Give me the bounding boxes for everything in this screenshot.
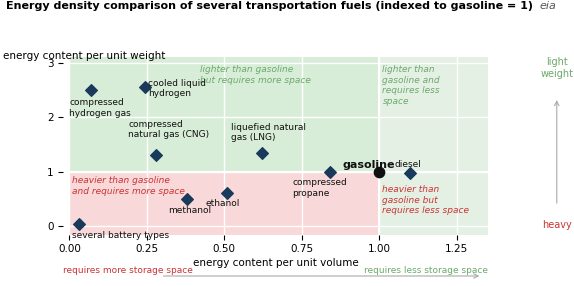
Point bbox=[74, 222, 83, 227]
Text: energy content per unit weight: energy content per unit weight bbox=[3, 51, 165, 61]
Point bbox=[257, 150, 266, 155]
Point bbox=[141, 85, 150, 90]
Text: several battery types: several battery types bbox=[72, 231, 169, 240]
Point bbox=[183, 197, 192, 201]
Text: lighter than gasoline
but requires more space: lighter than gasoline but requires more … bbox=[200, 65, 311, 85]
Text: light
weight: light weight bbox=[540, 57, 573, 79]
Text: compressed
propane: compressed propane bbox=[293, 178, 347, 198]
Text: Energy density comparison of several transportation fuels (indexed to gasoline =: Energy density comparison of several tra… bbox=[6, 1, 533, 11]
Text: requires more storage space: requires more storage space bbox=[63, 266, 193, 275]
Text: requires less storage space: requires less storage space bbox=[364, 266, 488, 275]
Text: compressed
natural gas (CNG): compressed natural gas (CNG) bbox=[128, 120, 210, 139]
Text: lighter than
gasoline and
requires less
space: lighter than gasoline and requires less … bbox=[382, 65, 440, 106]
Text: heavy: heavy bbox=[542, 220, 572, 230]
Bar bbox=[379, 57, 488, 172]
Text: ethanol: ethanol bbox=[205, 199, 240, 208]
Text: heavier than
gasoline but
requires less space: heavier than gasoline but requires less … bbox=[382, 185, 470, 215]
Text: compressed
hydrogen gas: compressed hydrogen gas bbox=[69, 98, 131, 118]
X-axis label: energy content per unit volume: energy content per unit volume bbox=[193, 259, 358, 268]
Text: eia: eia bbox=[540, 1, 557, 11]
Bar bbox=[69, 57, 379, 172]
Point bbox=[87, 88, 96, 92]
Text: methanol: methanol bbox=[169, 206, 212, 214]
Bar bbox=[69, 172, 379, 235]
Point bbox=[325, 170, 335, 174]
Point bbox=[152, 153, 161, 158]
Text: gasoline: gasoline bbox=[342, 160, 395, 170]
Point bbox=[375, 170, 384, 174]
Text: liquefied natural
gas (LNG): liquefied natural gas (LNG) bbox=[231, 123, 305, 142]
Point bbox=[406, 171, 415, 176]
Bar bbox=[379, 172, 488, 235]
Text: cooled liquid
hydrogen: cooled liquid hydrogen bbox=[149, 79, 207, 98]
Text: diesel: diesel bbox=[395, 160, 422, 169]
Text: heavier than gasoline
and requires more space: heavier than gasoline and requires more … bbox=[72, 176, 185, 196]
Point bbox=[223, 190, 232, 195]
